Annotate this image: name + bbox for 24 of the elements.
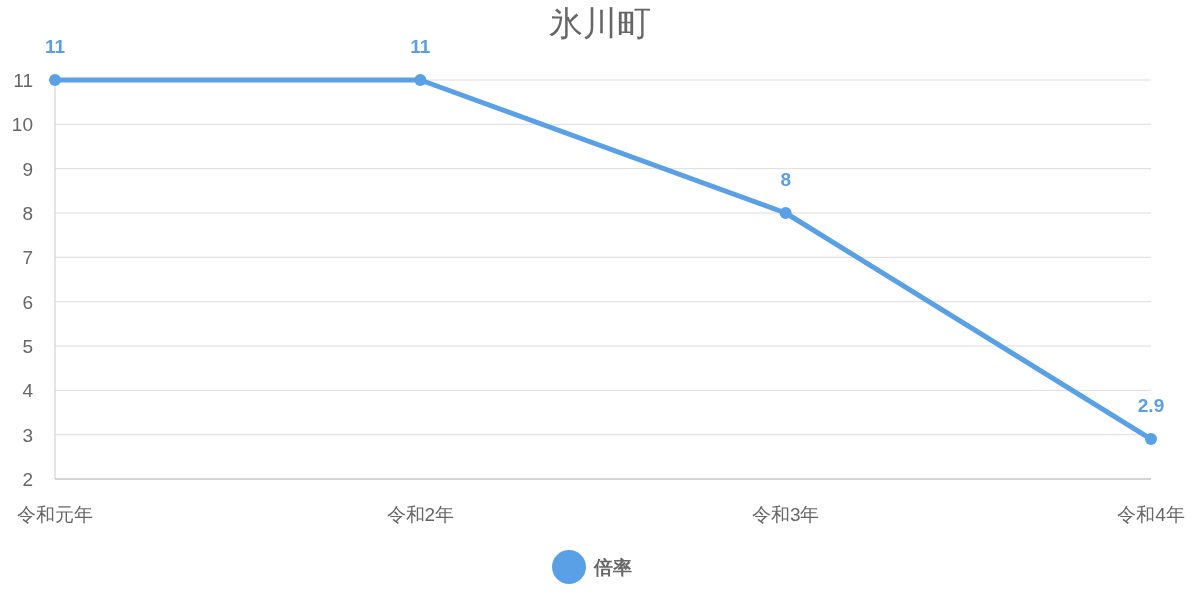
y-tick-label: 9	[22, 158, 33, 180]
x-tick-label: 令和2年	[386, 504, 455, 525]
y-tick-label: 11	[13, 70, 33, 91]
legend-label: 倍率	[593, 557, 632, 578]
y-tick-label: 8	[22, 203, 33, 224]
point	[49, 74, 61, 86]
y-tick-label: 3	[22, 424, 33, 446]
data-label: 2.9	[1137, 395, 1165, 417]
chart-title: 氷川町	[549, 4, 651, 42]
x-tick-label: 令和3年	[751, 504, 820, 525]
x-tick-label: 令和4年	[1117, 504, 1185, 525]
y-tick-label: 4	[22, 380, 34, 402]
y-tick-label: 6	[22, 291, 33, 313]
y-tick-label: 2	[22, 469, 33, 490]
y-tick-label: 5	[22, 336, 33, 357]
point	[1145, 433, 1157, 446]
data-label: 11	[44, 36, 66, 57]
data-label: 11	[410, 36, 431, 57]
point	[414, 74, 427, 86]
point	[779, 207, 792, 219]
y-tick-label: 7	[22, 247, 33, 269]
y-tick-label: 10	[11, 114, 33, 136]
data-label: 8	[780, 169, 791, 190]
x-tick-label: 令和元年	[17, 504, 93, 525]
